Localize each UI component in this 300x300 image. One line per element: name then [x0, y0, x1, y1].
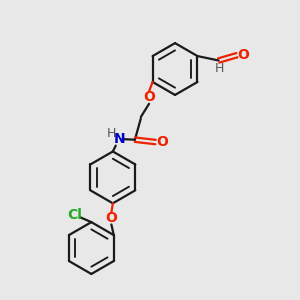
Text: N: N — [113, 131, 125, 146]
Text: O: O — [105, 211, 117, 225]
Text: O: O — [143, 90, 155, 104]
Text: Cl: Cl — [68, 208, 82, 222]
Text: H: H — [107, 127, 116, 140]
Text: O: O — [156, 135, 168, 149]
Text: H: H — [214, 62, 224, 75]
Text: O: O — [237, 48, 249, 62]
